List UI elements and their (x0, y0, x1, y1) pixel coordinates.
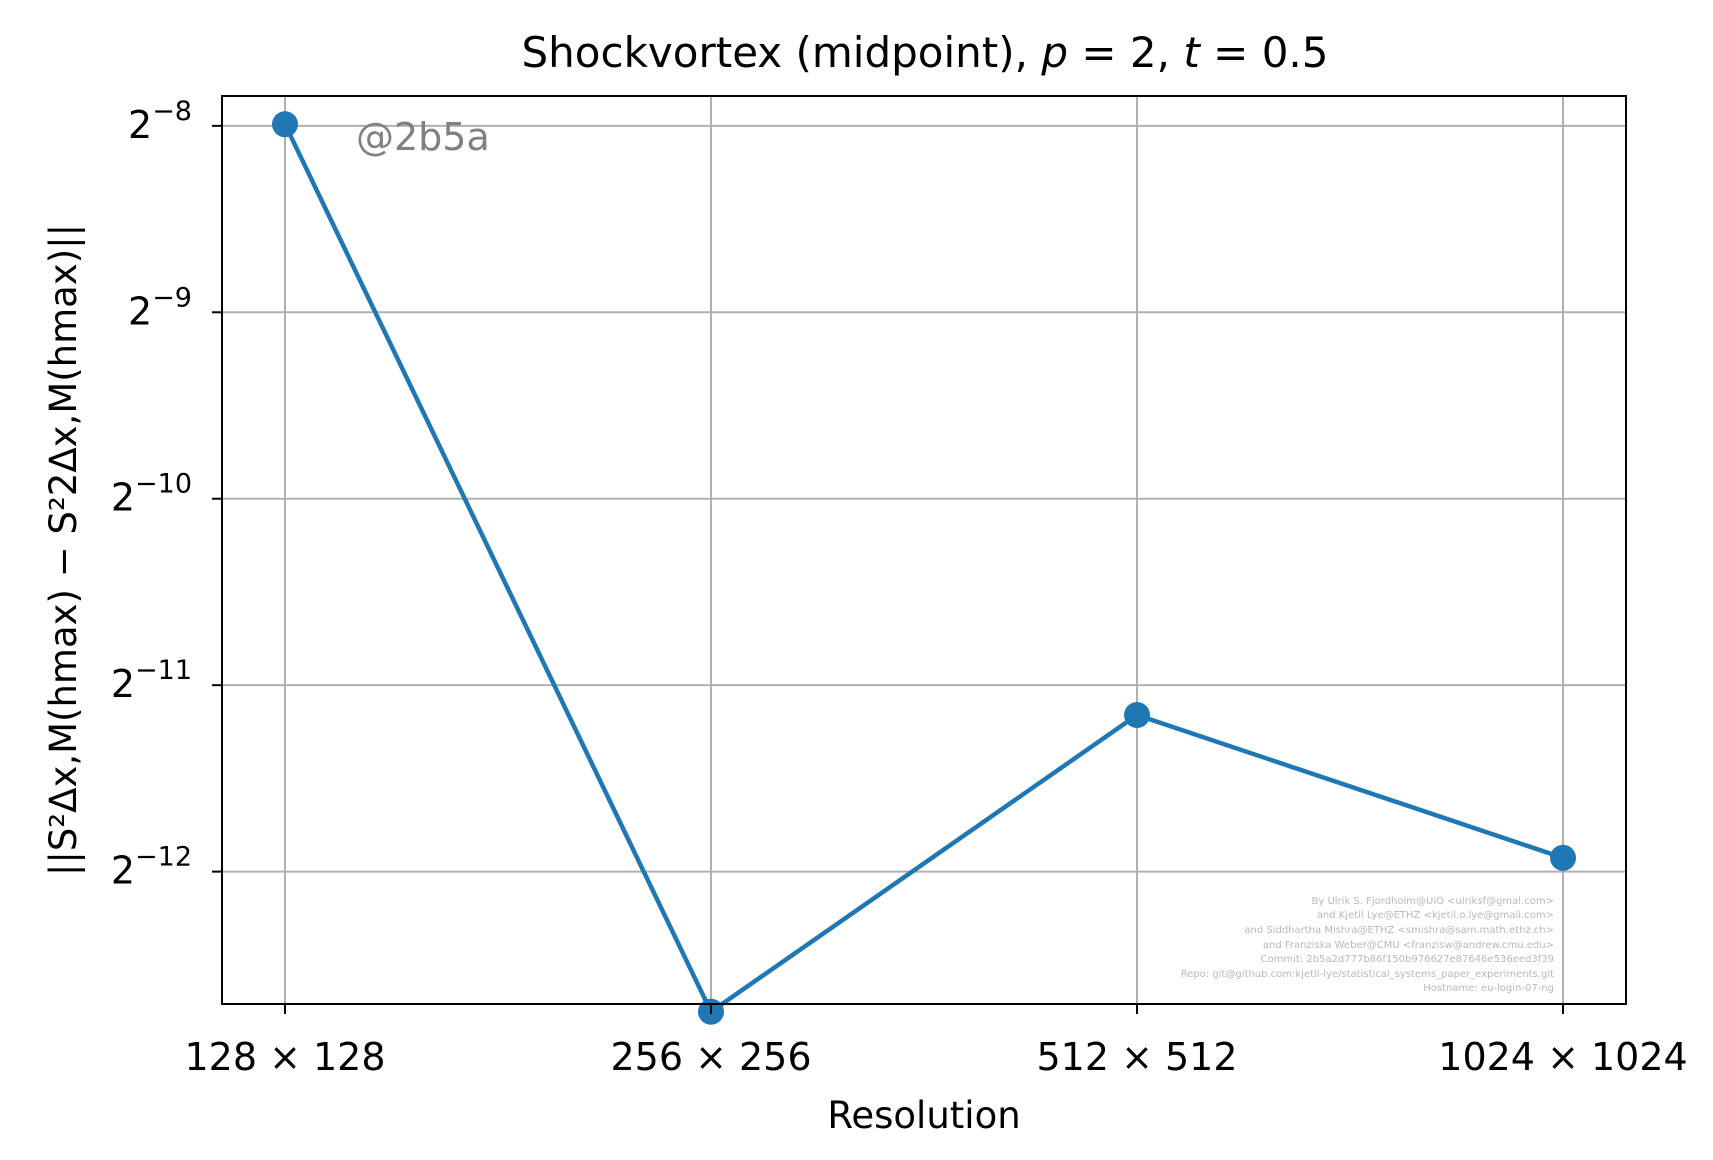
credits-line: Commit: 2b5a2d777b86f150b976627e87646e53… (1261, 954, 1555, 965)
axes-frame (221, 95, 1627, 1005)
y-tick-label: 2−10 (111, 469, 192, 520)
y-tick-label: 2−11 (111, 655, 192, 706)
data-point-marker (272, 111, 298, 138)
credits-line: and Franziska Weber@CMU <franzisw@andrew… (1263, 940, 1554, 951)
credits-line: Hostname: eu-login-07-ng (1423, 983, 1554, 994)
chart-title: Shockvortex (midpoint), p = 2, t = 0.5 (522, 28, 1329, 77)
x-axis-label: Resolution (827, 1094, 1020, 1137)
x-tick-label: 128 × 128 (184, 1035, 385, 1079)
y-tick-labels: 2−8 2−9 2−10 2−11 2−12 (111, 96, 192, 893)
data-point-marker (1550, 844, 1576, 871)
data-point-marker (1124, 702, 1150, 729)
y-tick-label: 2−9 (128, 282, 192, 333)
credits-line: Repo: git@github.com:kjetil-lye/statisti… (1181, 969, 1554, 980)
y-tick-label: 2−12 (111, 842, 192, 893)
credits-line: and Siddhartha Mishra@ETHZ <smishra@sam.… (1244, 925, 1554, 936)
x-tick-labels: 128 × 128 256 × 256 512 × 512 1024 × 102… (184, 1035, 1687, 1079)
x-tick-label: 1024 × 1024 (1438, 1035, 1687, 1079)
tick-marks (212, 124, 1564, 1014)
watermark-text: @2b5a (356, 115, 490, 159)
credits-line: By Ulrik S. Fjordholm@UiO <ulriksf@gmal.… (1312, 896, 1555, 907)
x-tick-label: 512 × 512 (1036, 1035, 1237, 1079)
credits-line: and Kjetil Lye@ETHZ <kjetil.o.lye@gmail.… (1317, 910, 1554, 921)
y-tick-label: 2−8 (128, 96, 192, 147)
series-line (282, 123, 1564, 1015)
data-series (272, 111, 1576, 1025)
grid-lines (222, 96, 1626, 1004)
y-axis-label: ||S²Δx,M(hmax) − S²2Δx,M(hmax)|| (42, 224, 85, 876)
credits-block: By Ulrik S. Fjordholm@UiO <ulriksf@gmal.… (1181, 896, 1554, 994)
x-tick-label: 256 × 256 (610, 1035, 811, 1079)
